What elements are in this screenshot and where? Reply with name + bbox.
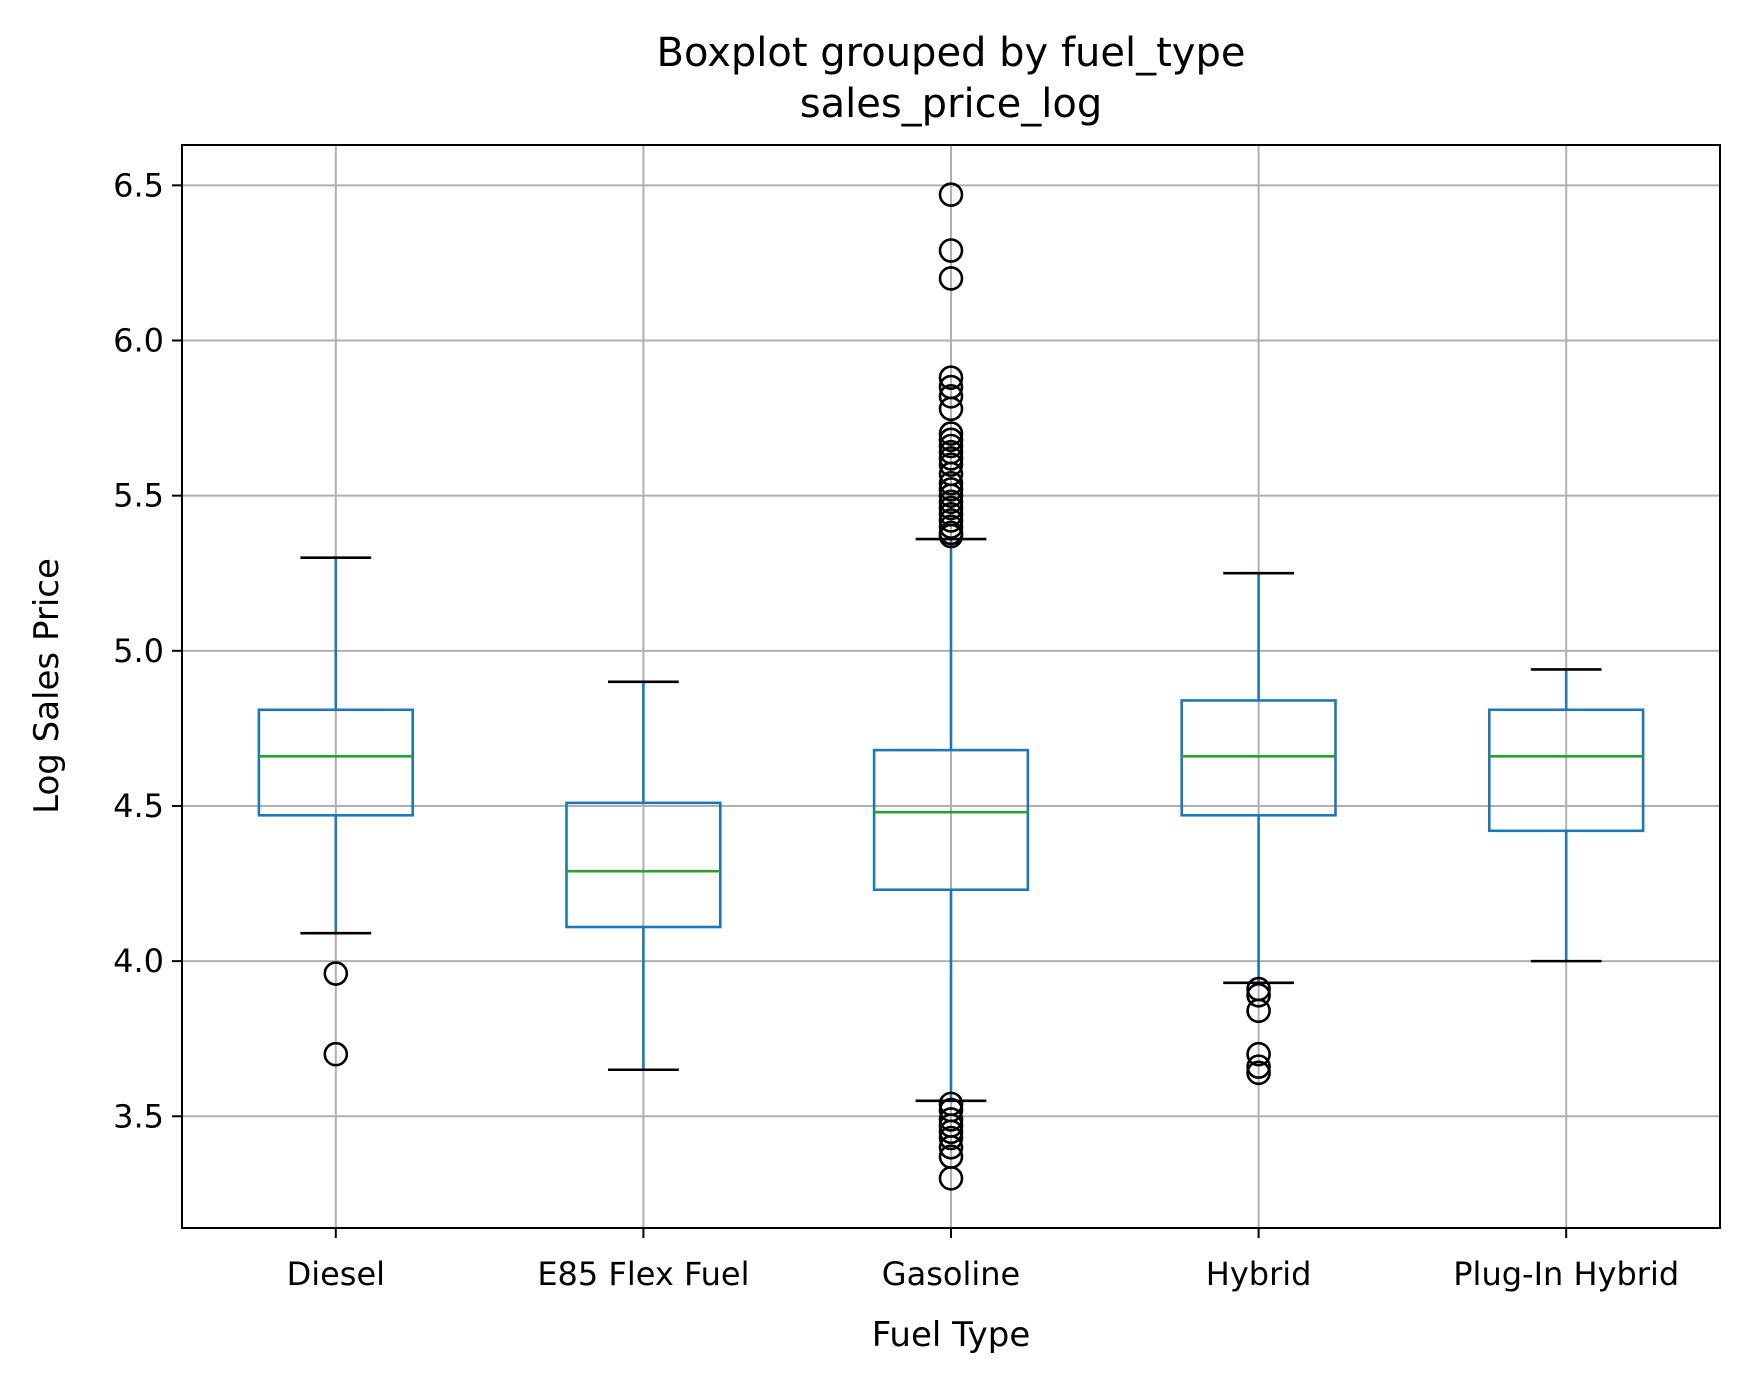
tick-layer: 3.5 4.0 4.5 5.0 5.5 6.0 6.5 Diesel E85 Flex Fuel… — [113, 166, 1679, 1293]
y-tick-label: 4.0 — [113, 942, 164, 980]
box-iqr — [1180, 699, 1337, 817]
chart-subtitle: sales_price_log — [800, 81, 1102, 127]
box-iqr — [1488, 708, 1645, 833]
x-tick-label: E85 Flex Fuel — [537, 1255, 749, 1293]
box-iqr — [872, 748, 1030, 892]
outlier-point — [323, 1041, 349, 1067]
outlier-point — [938, 421, 964, 446]
outlier-point — [938, 238, 964, 263]
outlier-point — [938, 489, 964, 515]
outlier-point — [938, 266, 964, 291]
outlier-point — [938, 477, 964, 502]
x-axis-label: Fuel Type — [872, 1315, 1031, 1355]
outlier-point — [938, 1166, 964, 1191]
outlier-point — [938, 523, 964, 549]
outlier-point — [938, 452, 964, 477]
x-tick-label: Plug-In Hybrid — [1453, 1255, 1679, 1293]
outlier-point — [938, 495, 964, 521]
outlier-point — [938, 396, 964, 422]
outlier-point — [938, 1119, 964, 1145]
box-layer — [257, 537, 1645, 1103]
y-tick-label: 4.5 — [113, 787, 164, 825]
outlier-point — [938, 483, 964, 508]
flier-layer — [323, 182, 1271, 1191]
chart-title: Boxplot grouped by fuel_type — [657, 30, 1246, 76]
y-tick-label: 3.5 — [113, 1097, 164, 1135]
outlier-point — [1246, 1041, 1271, 1067]
box-iqr — [257, 708, 414, 817]
outlier-point — [938, 1125, 964, 1151]
outlier-point — [938, 182, 964, 207]
outlier-point — [938, 365, 964, 391]
outlier-point — [938, 427, 964, 453]
outlier-point — [938, 433, 964, 459]
y-axis-label: Log Sales Price — [27, 558, 67, 814]
outlier-point — [938, 1135, 964, 1160]
outlier-point — [938, 446, 964, 471]
outlier-point — [938, 1107, 964, 1132]
y-tick-label: 5.0 — [113, 632, 164, 670]
outlier-point — [1246, 1060, 1271, 1086]
outlier-point — [938, 514, 964, 539]
outlier-point — [1246, 998, 1271, 1024]
box-iqr — [565, 801, 722, 929]
y-tick-label: 5.5 — [113, 477, 164, 515]
outlier-point — [1246, 1054, 1271, 1079]
outlier-point — [938, 508, 964, 533]
x-tick-label: Diesel — [287, 1255, 385, 1293]
x-tick-label: Hybrid — [1206, 1255, 1312, 1293]
plot-frame — [181, 144, 1721, 1229]
outlier-point — [323, 961, 349, 986]
outlier-point — [938, 384, 964, 409]
x-tick-label: Gasoline — [882, 1255, 1020, 1293]
outlier-point — [1246, 982, 1271, 1008]
outlier-point — [938, 470, 964, 496]
y-tick-label: 6.0 — [113, 321, 164, 359]
y-tick-label: 6.5 — [113, 166, 164, 204]
